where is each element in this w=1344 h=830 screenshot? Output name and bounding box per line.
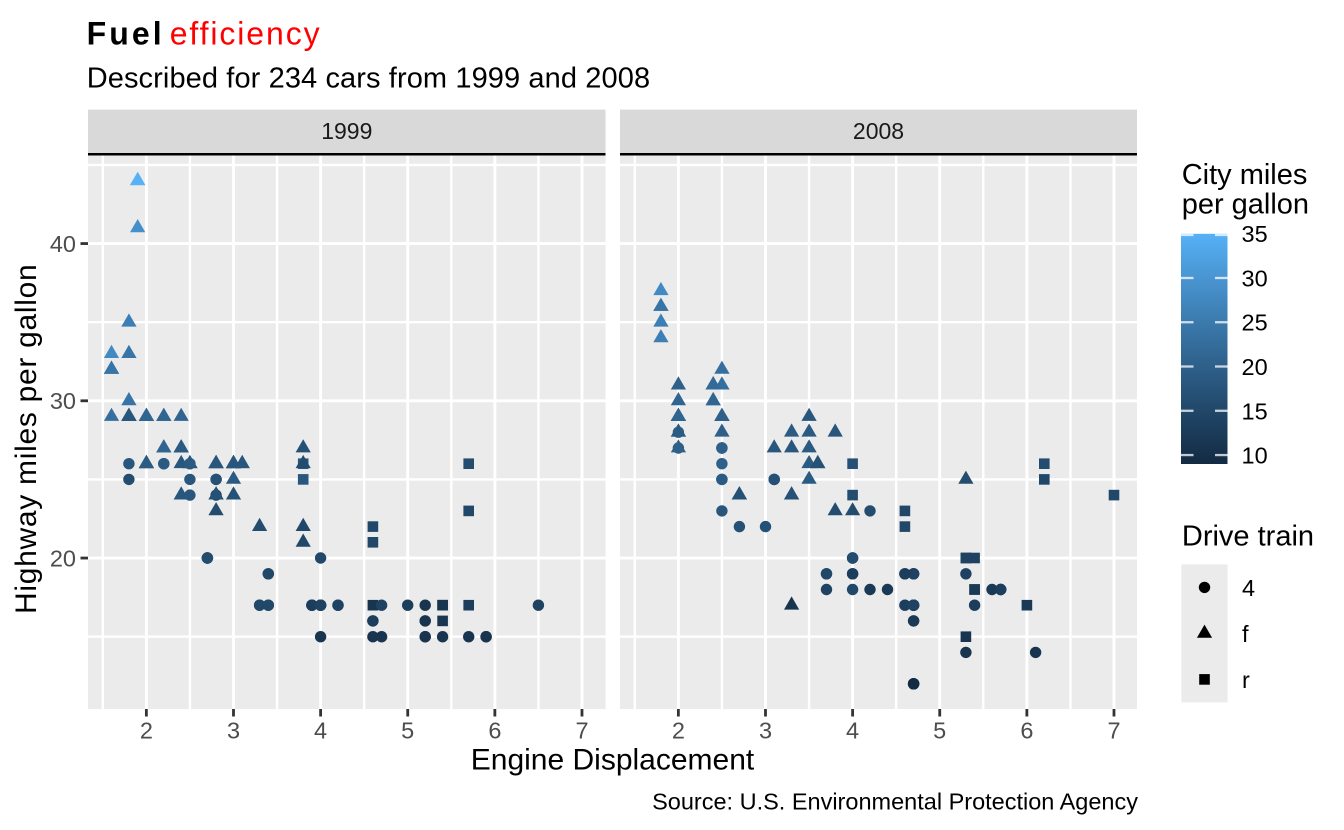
svg-text:30: 30 — [1242, 266, 1268, 292]
svg-text:Source: U.S. Environmental Pro: Source: U.S. Environmental Protection Ag… — [652, 789, 1138, 815]
svg-text:per gallon: per gallon — [1182, 189, 1309, 221]
svg-text:Drive train: Drive train — [1182, 520, 1314, 552]
svg-text:35: 35 — [1242, 221, 1268, 247]
svg-text:30: 30 — [50, 388, 76, 414]
svg-text:City miles: City miles — [1182, 159, 1308, 191]
svg-text:4: 4 — [314, 718, 327, 744]
svg-text:r: r — [1242, 667, 1250, 693]
svg-text:6: 6 — [488, 718, 501, 744]
svg-text:20: 20 — [1242, 354, 1268, 380]
svg-text:40: 40 — [50, 231, 76, 257]
svg-text:6: 6 — [1020, 718, 1033, 744]
svg-text:2: 2 — [672, 718, 685, 744]
svg-text:efficiency: efficiency — [170, 15, 322, 51]
svg-text:25: 25 — [1242, 310, 1268, 336]
svg-text:4: 4 — [1242, 575, 1255, 601]
svg-text:1999: 1999 — [321, 118, 372, 144]
svg-text:Described for 234 cars from 19: Described for 234 cars from 1999 and 200… — [87, 62, 650, 94]
svg-text:7: 7 — [1107, 718, 1120, 744]
svg-text:15: 15 — [1242, 398, 1268, 424]
svg-text:Fuel: Fuel — [87, 15, 165, 51]
svg-text:2008: 2008 — [853, 118, 904, 144]
svg-text:5: 5 — [933, 718, 946, 744]
svg-text:Engine Displacement: Engine Displacement — [471, 744, 755, 777]
svg-text:f: f — [1242, 621, 1249, 647]
svg-text:3: 3 — [227, 718, 240, 744]
svg-text:5: 5 — [401, 718, 414, 744]
svg-text:Highway miles per gallon: Highway miles per gallon — [10, 264, 43, 614]
svg-text:4: 4 — [846, 718, 859, 744]
svg-text:3: 3 — [759, 718, 772, 744]
svg-text:10: 10 — [1242, 443, 1268, 469]
svg-text:7: 7 — [575, 718, 588, 744]
svg-text:2: 2 — [140, 718, 153, 744]
svg-text:20: 20 — [50, 545, 76, 571]
